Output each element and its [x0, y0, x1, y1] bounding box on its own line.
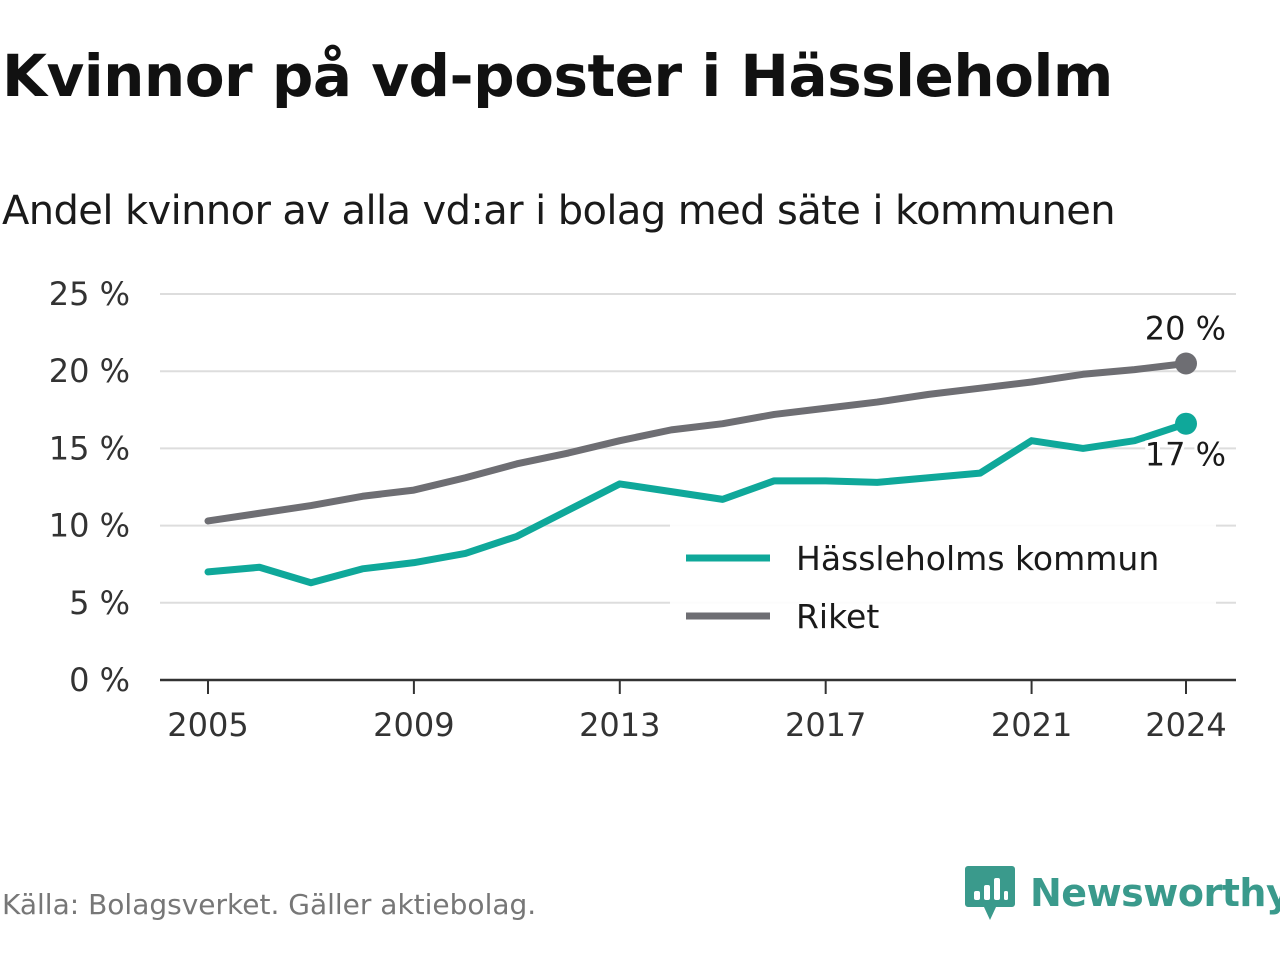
legend-background — [670, 522, 1216, 640]
x-tick-label: 2013 — [579, 706, 660, 744]
y-tick-label: 25 % — [49, 275, 130, 313]
end-label-kommun: 17 % — [1145, 436, 1226, 474]
legend-label-riket: Riket — [796, 597, 879, 636]
series-lines — [204, 352, 1197, 587]
y-tick-label: 0 % — [69, 661, 130, 699]
y-tick-label: 10 % — [49, 507, 130, 545]
newsworthy-logo: Newsworthy — [964, 864, 1280, 922]
chart-subtitle: Andel kvinnor av alla vd:ar i bolag med … — [2, 188, 1116, 234]
x-tick-label: 2009 — [373, 706, 454, 744]
y-tick-label: 20 % — [49, 352, 130, 390]
bar-chart-icon — [965, 866, 1015, 920]
end-label-riket: 20 % — [1145, 309, 1226, 347]
y-tick-label: 5 % — [69, 584, 130, 622]
y-tick-label: 15 % — [49, 429, 130, 467]
x-axis-ticks: 2005 2009 2013 2017 2021 2024 — [167, 680, 1227, 744]
x-tick-label: 2024 — [1145, 706, 1226, 744]
brand-name: Newsworthy — [1030, 871, 1280, 915]
series-line-riket — [204, 359, 1190, 525]
x-tick-label: 2017 — [785, 706, 866, 744]
y-axis-ticks: 0 % 5 % 10 % 15 % 20 % 25 % — [49, 275, 130, 699]
legend-label-kommun: Hässleholms kommun — [796, 539, 1159, 578]
legend: Hässleholms kommun Riket — [670, 522, 1216, 640]
chart-title: Kvinnor på vd-poster i Hässleholm — [2, 42, 1113, 110]
x-tick-label: 2021 — [991, 706, 1072, 744]
series-line-kommun — [204, 420, 1190, 587]
x-tick-label: 2005 — [167, 706, 248, 744]
end-labels: 20 % 17 % — [1142, 306, 1229, 476]
end-point-riket — [1175, 352, 1197, 375]
end-point-kommun — [1175, 412, 1197, 435]
source-note: Källa: Bolagsverket. Gäller aktiebolag. — [2, 888, 537, 921]
